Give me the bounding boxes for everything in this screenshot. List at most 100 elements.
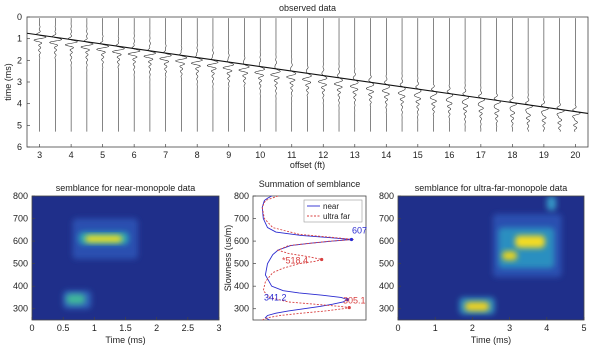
seismic-trace bbox=[477, 18, 485, 132]
near-xlabel: Time (ms) bbox=[105, 335, 145, 345]
x-tick-label: 19 bbox=[539, 150, 549, 160]
y-tick-label: 300 bbox=[13, 304, 28, 314]
semblance-blob bbox=[502, 251, 518, 261]
y-tick-label: 800 bbox=[234, 191, 249, 201]
near-blobs bbox=[63, 218, 138, 309]
seismic-trace bbox=[318, 18, 328, 132]
y-tick-label: 500 bbox=[13, 259, 28, 269]
x-tick-label: 4 bbox=[69, 150, 74, 160]
seismic-trace bbox=[525, 18, 533, 132]
x-tick-label: 2 bbox=[154, 323, 159, 333]
x-tick-label: 18 bbox=[507, 150, 517, 160]
x-tick-label: 1.5 bbox=[119, 323, 132, 333]
series-line-ultra-far bbox=[261, 195, 354, 321]
y-tick-label: 700 bbox=[379, 214, 394, 224]
seismic-trace bbox=[127, 18, 141, 132]
legend-box bbox=[303, 199, 363, 223]
x-tick-label: 6 bbox=[132, 150, 137, 160]
semblance-blob bbox=[66, 294, 85, 305]
annotation-marker bbox=[320, 257, 324, 262]
far-title: semblance for ultra-far-monopole data bbox=[415, 183, 568, 193]
seismic-trace bbox=[493, 18, 501, 132]
seismic-trace bbox=[302, 18, 312, 132]
seismic-trace bbox=[175, 18, 188, 132]
seismic-trace bbox=[222, 18, 234, 132]
y-tick-label: 600 bbox=[234, 236, 249, 246]
legend-label: ultra far bbox=[323, 212, 350, 221]
seismic-trace bbox=[286, 18, 297, 132]
far-blobs bbox=[459, 196, 562, 315]
y-tick-label: 400 bbox=[379, 281, 394, 291]
annotation-label: 607 bbox=[352, 226, 367, 236]
arrival-line bbox=[26, 32, 589, 114]
annotation-label: 341.2 bbox=[264, 292, 287, 302]
seismic-trace bbox=[461, 18, 470, 132]
semblance-blob bbox=[546, 196, 557, 211]
summation-ylabel: Slowness (us/m) bbox=[223, 225, 233, 292]
y-tick-label: 600 bbox=[13, 236, 28, 246]
semblance-blob bbox=[515, 235, 545, 248]
x-tick-label: 10 bbox=[255, 150, 265, 160]
observed-ylabel: time (ms) bbox=[3, 63, 13, 101]
seismic-trace bbox=[64, 18, 78, 132]
semblance-blob bbox=[464, 301, 490, 311]
legend-label: near bbox=[323, 202, 339, 211]
y-tick-label: 700 bbox=[234, 214, 249, 224]
annotation-marker bbox=[349, 237, 354, 242]
seismic-trace bbox=[413, 18, 422, 132]
y-tick-label: 300 bbox=[379, 304, 394, 314]
seismic-trace bbox=[143, 18, 157, 132]
summation-title: Summation of semblance bbox=[259, 179, 361, 189]
x-tick-label: 0 bbox=[29, 323, 34, 333]
series-line-near bbox=[261, 195, 352, 321]
y-tick-label: 300 bbox=[234, 304, 249, 314]
y-tick-label: 5 bbox=[17, 120, 22, 130]
seismic-trace bbox=[112, 18, 125, 132]
x-tick-label: 5 bbox=[100, 150, 105, 160]
x-tick-label: 16 bbox=[444, 150, 454, 160]
x-tick-label: 4 bbox=[544, 323, 549, 333]
far-xlabel: Time (ms) bbox=[471, 335, 511, 345]
seismic-trace bbox=[381, 18, 390, 132]
x-tick-label: 20 bbox=[570, 150, 580, 160]
seismic-trace bbox=[556, 18, 565, 132]
y-tick-label: 4 bbox=[17, 99, 22, 109]
y-tick-label: 2 bbox=[17, 55, 22, 65]
seismic-trace bbox=[429, 18, 438, 132]
seismic-trace bbox=[540, 18, 549, 132]
seismic-trace bbox=[397, 18, 406, 132]
x-tick-label: 0.5 bbox=[57, 323, 70, 333]
annotation-label: 305.1 bbox=[343, 296, 366, 306]
y-tick-label: 600 bbox=[379, 236, 394, 246]
seismic-trace bbox=[96, 18, 110, 132]
y-tick-label: 500 bbox=[379, 259, 394, 269]
x-tick-label: 7 bbox=[163, 150, 168, 160]
seismic-trace bbox=[238, 18, 250, 132]
x-tick-label: 3 bbox=[37, 150, 42, 160]
near-panel: 0 0.5 1 1.5 2 2.5 3 300 400 500 600 700 800 semblance… bbox=[13, 183, 222, 345]
y-tick-label: 0 bbox=[17, 12, 22, 22]
y-tick-label: 800 bbox=[13, 191, 28, 201]
x-tick-label: 17 bbox=[476, 150, 486, 160]
seismic-trace bbox=[159, 18, 172, 132]
y-tick-label: 1 bbox=[17, 34, 22, 44]
x-tick-label: 13 bbox=[350, 150, 360, 160]
x-tick-label: 1 bbox=[433, 323, 438, 333]
x-tick-label: 1 bbox=[92, 323, 97, 333]
seismic-trace bbox=[333, 18, 343, 132]
y-tick-label: 3 bbox=[17, 77, 22, 87]
seismic-trace bbox=[254, 18, 266, 132]
y-tick-label: 800 bbox=[379, 191, 394, 201]
y-tick-label: 400 bbox=[234, 281, 249, 291]
seismic-trace bbox=[270, 18, 281, 132]
x-tick-label: 9 bbox=[226, 150, 231, 160]
seismic-trace bbox=[33, 18, 47, 132]
y-tick-label: 400 bbox=[13, 281, 28, 291]
y-tick-label: 6 bbox=[17, 142, 22, 152]
x-tick-label: 3 bbox=[507, 323, 512, 333]
x-tick-label: 15 bbox=[413, 150, 423, 160]
annotation-marker bbox=[345, 297, 349, 302]
